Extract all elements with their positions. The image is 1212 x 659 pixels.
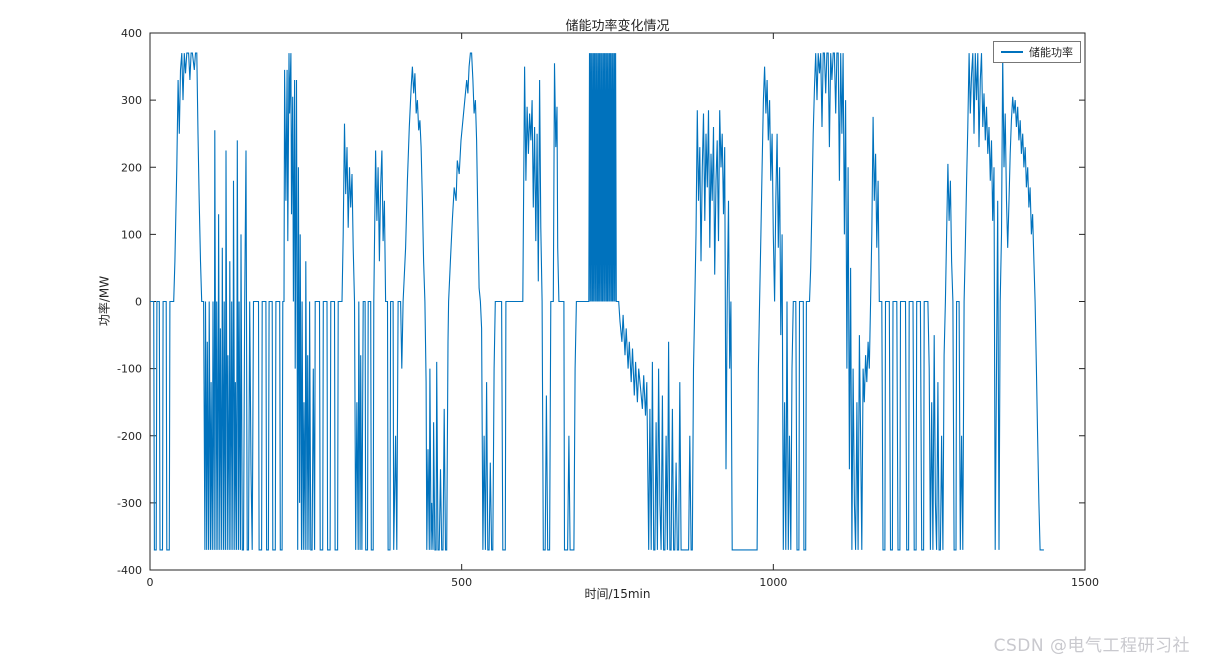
svg-text:1500: 1500 — [1071, 576, 1099, 589]
svg-text:200: 200 — [121, 161, 142, 174]
chart-title: 储能功率变化情况 — [565, 19, 670, 34]
legend: 储能功率 — [993, 41, 1081, 63]
svg-text:0: 0 — [135, 296, 142, 309]
svg-text:500: 500 — [451, 576, 472, 589]
svg-text:-200: -200 — [117, 430, 142, 443]
svg-text:0: 0 — [147, 576, 154, 589]
svg-text:1000: 1000 — [759, 576, 787, 589]
legend-label: 储能功率 — [1029, 46, 1073, 59]
svg-text:-300: -300 — [117, 497, 142, 510]
legend-line-sample — [1001, 51, 1023, 53]
watermark: CSDN @电气工程研习社 — [993, 636, 1190, 656]
svg-text:300: 300 — [121, 94, 142, 107]
svg-text:400: 400 — [121, 27, 142, 40]
svg-text:100: 100 — [121, 228, 142, 241]
svg-text:-100: -100 — [117, 363, 142, 376]
svg-text:-400: -400 — [117, 564, 142, 577]
x-axis-label: 时间/15min — [584, 587, 651, 601]
